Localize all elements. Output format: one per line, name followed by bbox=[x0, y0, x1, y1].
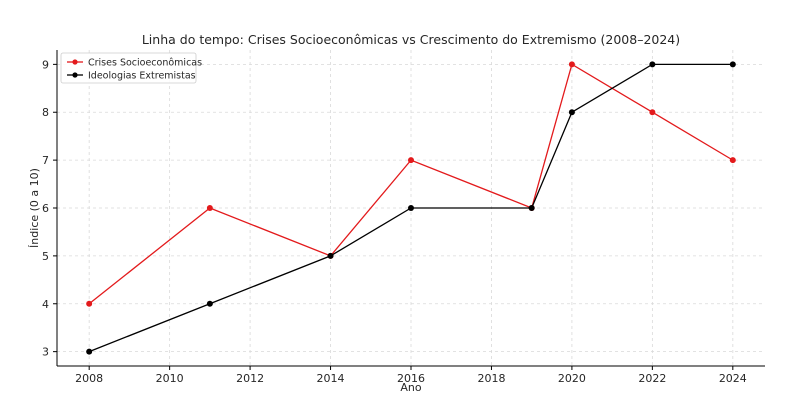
y-tick-label: 9 bbox=[42, 58, 49, 71]
y-tick-label: 7 bbox=[42, 154, 49, 167]
chart-title: Linha do tempo: Crises Socioeconômicas v… bbox=[142, 32, 680, 47]
x-tick-label: 2010 bbox=[156, 372, 184, 385]
x-tick-label: 2024 bbox=[719, 372, 747, 385]
data-point bbox=[206, 300, 213, 307]
data-point bbox=[327, 252, 334, 259]
data-point bbox=[86, 348, 93, 355]
legend-marker bbox=[72, 72, 78, 78]
y-tick-label: 3 bbox=[42, 346, 49, 359]
data-point bbox=[729, 61, 736, 68]
y-tick-label: 6 bbox=[42, 202, 49, 215]
data-point bbox=[729, 157, 736, 164]
y-tick-label: 5 bbox=[42, 250, 49, 263]
legend-label: Crises Socioeconômicas bbox=[88, 58, 202, 69]
data-point bbox=[649, 109, 656, 116]
x-tick-label: 2016 bbox=[397, 372, 425, 385]
data-point bbox=[528, 205, 535, 211]
data-point bbox=[568, 61, 575, 68]
data-point bbox=[649, 61, 656, 68]
legend-marker bbox=[72, 59, 78, 65]
legend-label: Ideologias Extremistas bbox=[88, 71, 196, 82]
x-tick-label: 2020 bbox=[558, 372, 586, 385]
x-axis-label: Ano bbox=[400, 381, 421, 394]
series-line-1 bbox=[88, 63, 733, 353]
y-tick-label: 4 bbox=[42, 298, 49, 311]
x-tick-label: 2008 bbox=[75, 372, 103, 385]
data-point bbox=[86, 300, 93, 307]
data-point bbox=[408, 205, 414, 211]
series-line-0 bbox=[88, 63, 734, 305]
legend-box bbox=[60, 52, 197, 84]
y-axis-label: Índice (0 a 10) bbox=[28, 168, 41, 248]
x-tick-label: 2018 bbox=[477, 372, 505, 385]
x-tick-label: 2012 bbox=[236, 372, 264, 385]
series-layer bbox=[86, 61, 736, 355]
x-tick-label: 2022 bbox=[638, 372, 666, 385]
ticks: 2008 2010 2012 2014 2016 2018 2020 2022 2024 3 4 5 6… bbox=[42, 58, 747, 385]
data-point bbox=[408, 157, 414, 164]
legend: Crises Socioeconômicas Ideologias Extremi… bbox=[60, 52, 202, 84]
y-tick-label: 8 bbox=[42, 106, 49, 119]
data-point bbox=[206, 205, 213, 211]
x-tick-label: 2014 bbox=[317, 372, 345, 385]
data-point bbox=[568, 109, 575, 116]
